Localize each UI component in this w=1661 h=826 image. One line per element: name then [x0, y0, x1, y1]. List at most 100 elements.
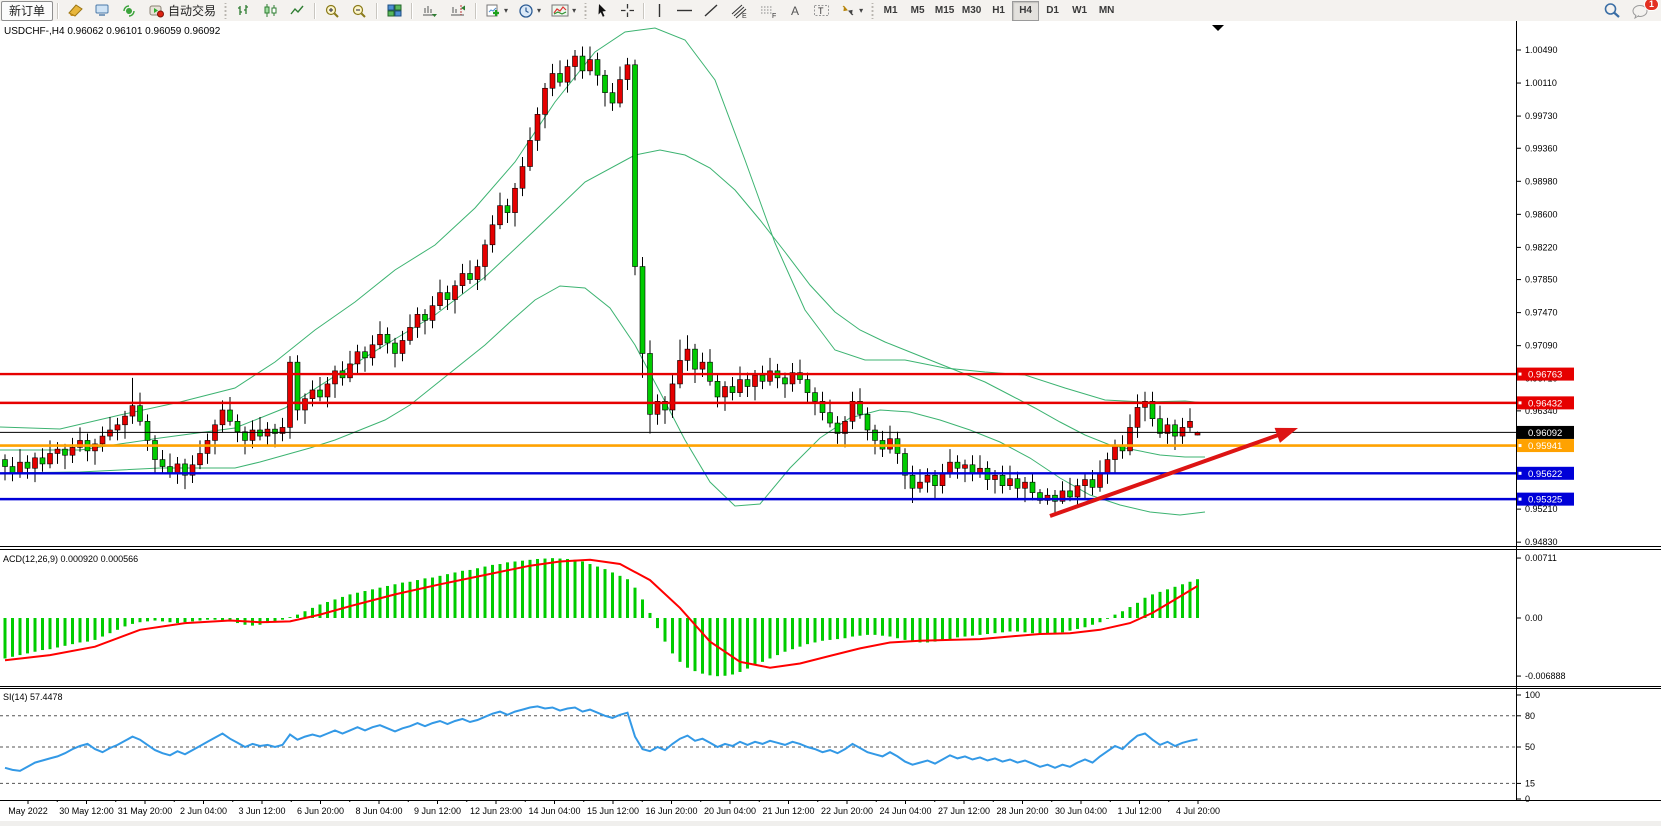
line-chart-mode-icon[interactable] — [285, 1, 310, 21]
svg-text:0.99730: 0.99730 — [1525, 111, 1558, 121]
chart-shift-icon[interactable] — [445, 1, 471, 21]
time-label: 1 Jul 12:00 — [1117, 806, 1161, 816]
chart-title: USDCHF-,H4 0.96062 0.96101 0.96059 0.960… — [4, 26, 221, 37]
svg-text:0.98220: 0.98220 — [1525, 242, 1558, 252]
timeframe-group: M1 M5 M15 M30 H1 H4 D1 W1 MN — [877, 0, 1120, 21]
svg-text:100: 100 — [1525, 690, 1540, 700]
tile-windows-icon[interactable] — [382, 1, 407, 21]
crosshair-tool-icon[interactable] — [616, 1, 639, 21]
chart-area[interactable]: 1.00490 1.00110 0.99730 0.99360 0.98980 0.986… — [0, 21, 1661, 821]
trendline-tool-icon[interactable] — [699, 1, 724, 21]
svg-text:0.97850: 0.97850 — [1525, 275, 1558, 285]
timeframe-mn[interactable]: MN — [1098, 5, 1115, 16]
chevron-down-icon: ▾ — [504, 6, 509, 15]
price-tag-0.95941 — [1517, 439, 1574, 453]
svg-text:0.00: 0.00 — [1525, 613, 1543, 623]
svg-text:1.00490: 1.00490 — [1525, 45, 1558, 55]
timeframe-m5[interactable]: M5 — [910, 5, 925, 16]
svg-text:0.95325: 0.95325 — [1528, 495, 1562, 506]
time-label: 22 Jun 20:00 — [821, 806, 873, 816]
svg-text:0.96432: 0.96432 — [1528, 398, 1562, 409]
timeframe-h4[interactable]: H4 — [1012, 0, 1040, 21]
chevron-down-icon: ▾ — [537, 6, 542, 15]
time-label: 28 Jun 20:00 — [996, 806, 1048, 816]
time-label: 24 Jun 04:00 — [879, 806, 931, 816]
timeframe-m15[interactable]: M15 — [934, 5, 955, 16]
svg-text:0.96763: 0.96763 — [1528, 370, 1562, 381]
svg-text:-0.006888: -0.006888 — [1525, 671, 1566, 681]
svg-text:15: 15 — [1525, 778, 1535, 788]
chevron-down-icon: ▾ — [859, 6, 864, 15]
svg-text:E: E — [742, 13, 747, 19]
time-label: 16 Jun 20:00 — [645, 806, 697, 816]
time-label: 27 Jun 12:00 — [938, 806, 990, 816]
grid-tool-icon[interactable]: F — [755, 1, 782, 21]
new-order-button[interactable]: 新订单 — [1, 0, 54, 21]
time-axis[interactable]: May 2022 30 May 12:00 31 May 20:00 2 Jun 04… — [8, 800, 1220, 816]
bar-chart-mode-icon[interactable] — [231, 1, 256, 21]
candlestick-mode-icon[interactable] — [258, 1, 283, 21]
new-chart-button[interactable]: ▾ — [481, 1, 512, 21]
search-icon[interactable] — [1599, 1, 1625, 21]
terminal-icon[interactable] — [90, 1, 115, 21]
svg-text:0.97470: 0.97470 — [1525, 308, 1558, 318]
svg-text:0: 0 — [1525, 794, 1530, 804]
time-label: 14 Jun 04:00 — [528, 806, 580, 816]
notification-badge: 1 — [1643, 0, 1659, 11]
time-label: 4 Jul 20:00 — [1176, 806, 1220, 816]
chart-shift-marker[interactable] — [1212, 25, 1224, 31]
price-levels: 0.96763 0.96432 0.96092 0.95941 0.95622 0.953… — [0, 367, 1574, 506]
rsi-line — [4, 705, 1198, 772]
indicators-button[interactable]: ▾ — [547, 1, 580, 21]
metaeditor-icon[interactable] — [63, 1, 88, 21]
rsi-label: SI(14) 57.4478 — [3, 692, 63, 702]
text-label-tool-icon[interactable]: T — [809, 1, 834, 21]
timeframe-m1[interactable]: M1 — [883, 5, 898, 16]
time-label: 30 May 12:00 — [59, 806, 114, 816]
cursor-tool-icon[interactable] — [591, 1, 614, 21]
timeframe-d1[interactable]: D1 — [1046, 5, 1059, 16]
svg-text:0.97090: 0.97090 — [1525, 341, 1558, 351]
time-label: 21 Jun 12:00 — [762, 806, 814, 816]
text-tool-icon[interactable]: A — [784, 1, 807, 21]
svg-text:0.95941: 0.95941 — [1528, 441, 1562, 452]
macd-panel: 0.00711 0.00 -0.006888 — [3, 553, 1566, 681]
price-chart[interactable]: 1.00490 1.00110 0.99730 0.99360 0.98980 0.986… — [0, 21, 1661, 821]
timeframe-w1[interactable]: W1 — [1072, 5, 1088, 16]
trend-arrow-annotation[interactable] — [1049, 427, 1298, 518]
arrows-tool-button[interactable]: ▾ — [836, 1, 867, 21]
time-label: 2 Jun 04:00 — [180, 806, 227, 816]
time-label: 3 Jun 12:00 — [238, 806, 285, 816]
svg-text:0.95622: 0.95622 — [1528, 469, 1562, 480]
price-tag-0.96432 — [1517, 396, 1574, 410]
vertical-line-tool-icon[interactable] — [649, 1, 670, 21]
signal-icon[interactable] — [117, 1, 142, 21]
price-tag-0.96763 — [1517, 367, 1574, 381]
svg-text:0.94830: 0.94830 — [1525, 537, 1558, 547]
zoom-in-icon[interactable] — [320, 1, 345, 21]
zoom-out-icon[interactable] — [347, 1, 372, 21]
auto-scroll-icon[interactable] — [417, 1, 443, 21]
svg-text:0.98980: 0.98980 — [1525, 176, 1558, 186]
svg-text:0.96092: 0.96092 — [1528, 428, 1562, 439]
fibonacci-tool-icon[interactable]: E — [726, 1, 753, 21]
svg-text:0.96340: 0.96340 — [1525, 406, 1558, 416]
timeframe-m30[interactable]: M30 — [961, 5, 982, 16]
notifications-button[interactable]: 1 — [1627, 0, 1659, 21]
macd-label: ACD(12,26,9) 0.000920 0.000566 — [3, 554, 138, 564]
price-tag-0.95622 — [1517, 466, 1574, 480]
svg-text:0.95210: 0.95210 — [1525, 504, 1558, 514]
timeframe-h1[interactable]: H1 — [992, 5, 1005, 16]
svg-text:A: A — [791, 4, 799, 18]
toolbar: 新订单 自动交易 ▾ ▾ — [0, 0, 1661, 22]
autotrading-label: 自动交易 — [168, 4, 217, 18]
time-label: 12 Jun 23:00 — [470, 806, 522, 816]
autotrading-button[interactable]: 自动交易 — [144, 1, 220, 21]
rsi-panel: 100 80 50 15 0 — [0, 690, 1540, 804]
macd-signal-line — [4, 558, 1199, 669]
time-label: 15 Jun 12:00 — [587, 806, 639, 816]
svg-text:50: 50 — [1525, 742, 1535, 752]
horizontal-line-tool-icon[interactable] — [672, 1, 697, 21]
profiles-button[interactable]: ▾ — [514, 1, 545, 21]
time-label: 6 Jun 20:00 — [297, 806, 344, 816]
